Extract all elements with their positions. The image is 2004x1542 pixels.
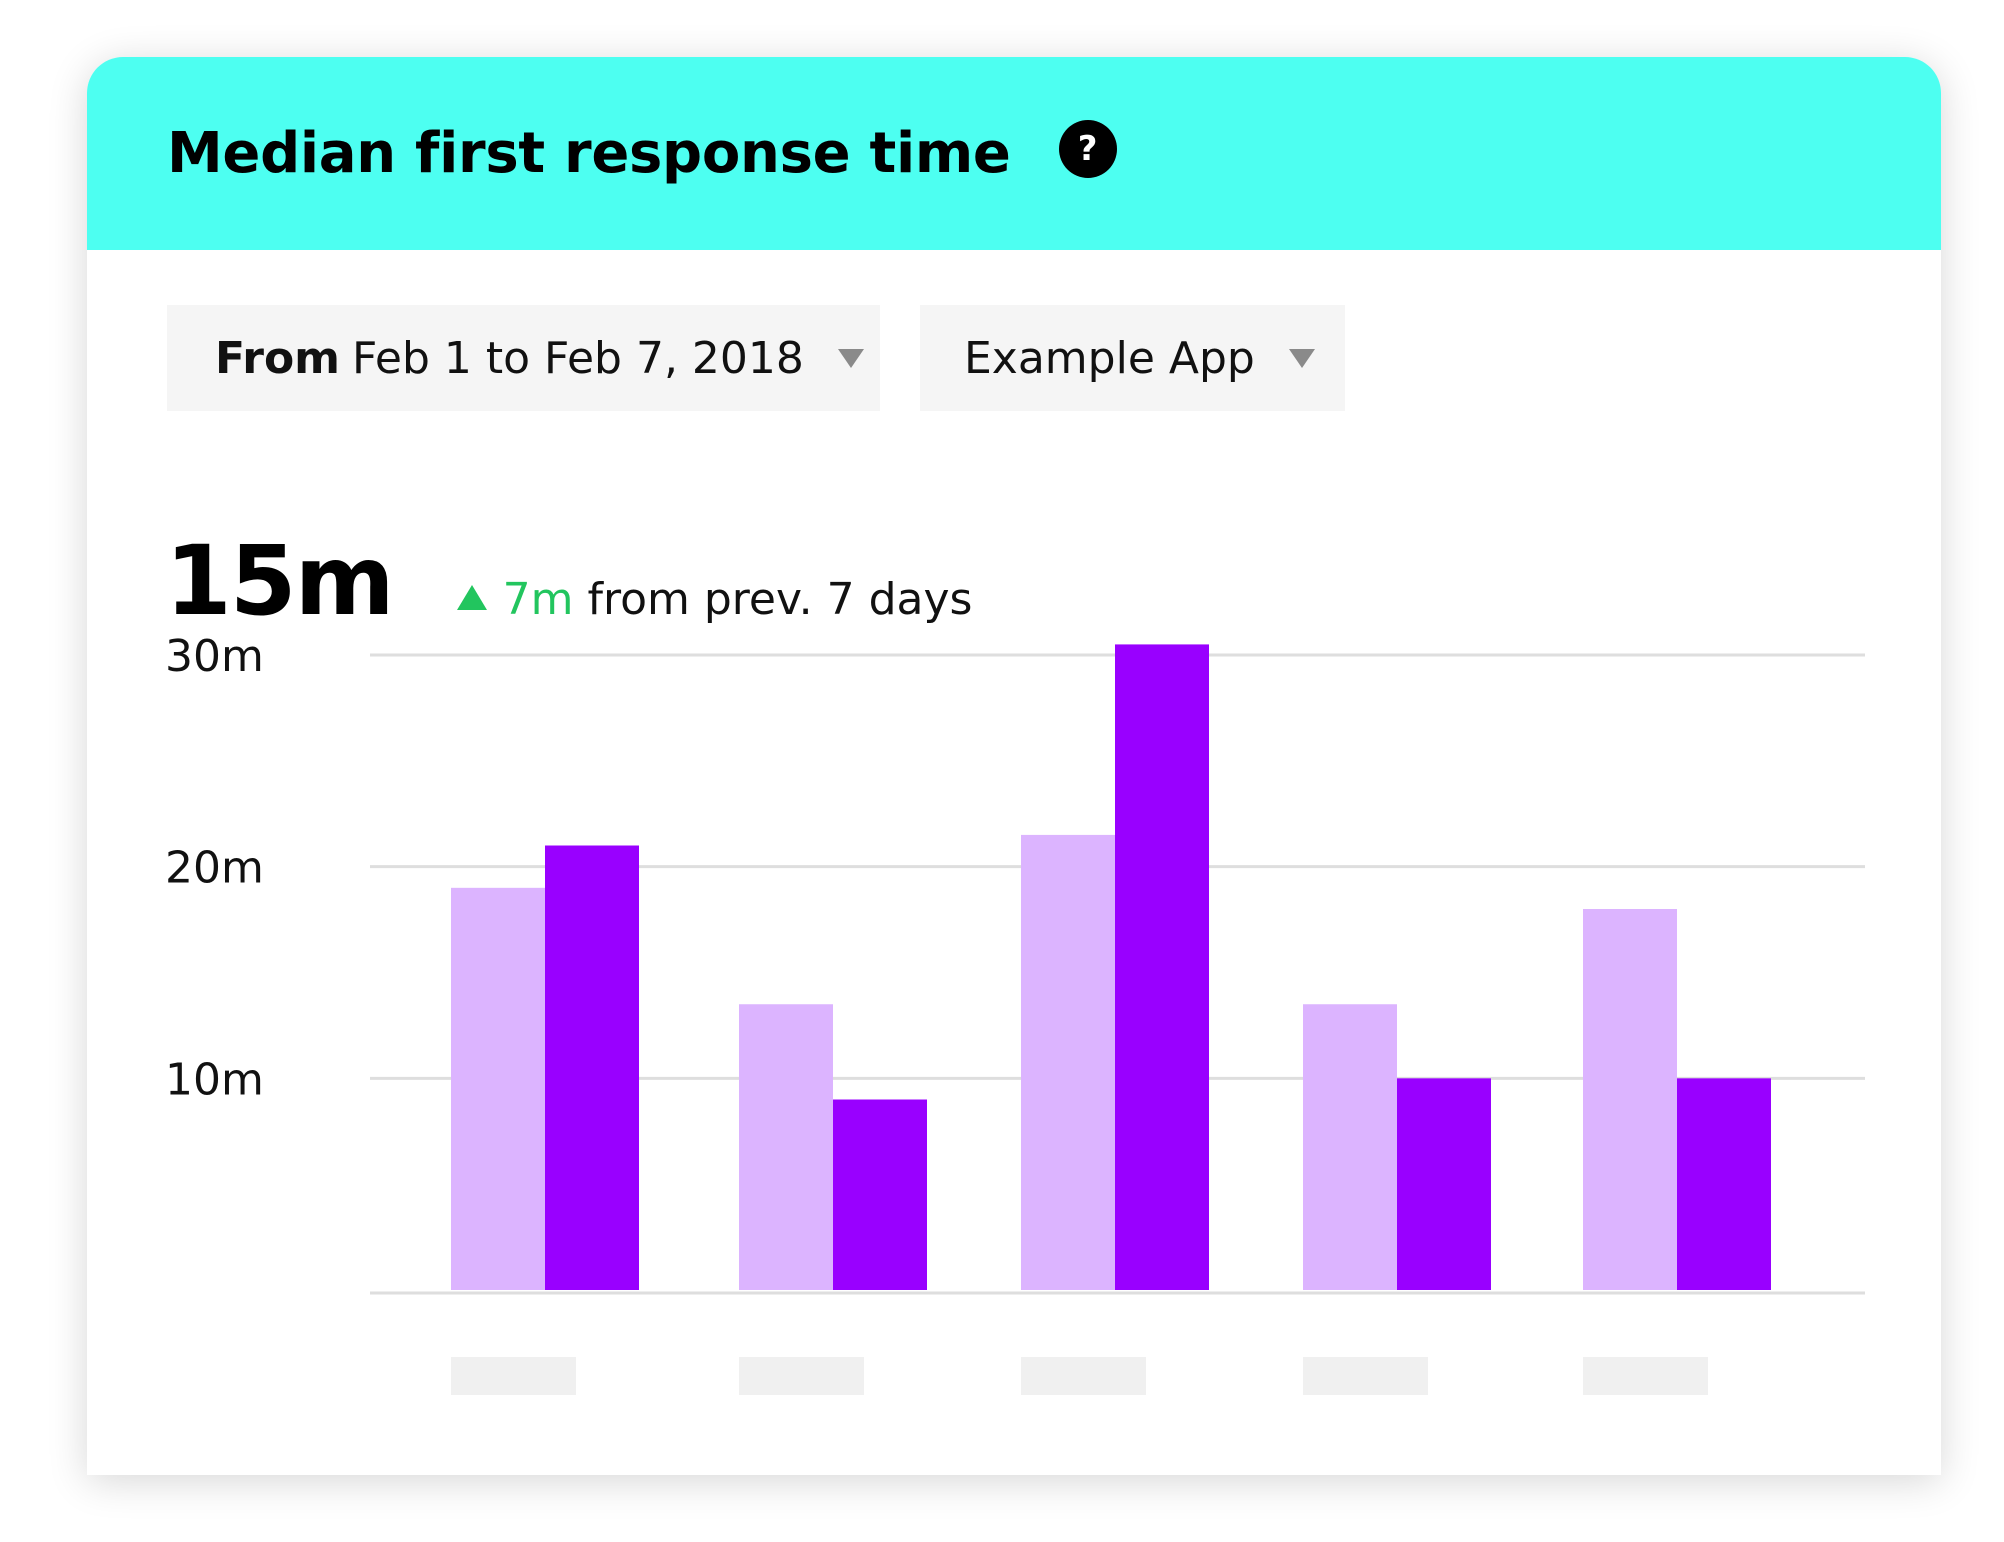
median-value: 15m <box>165 525 395 637</box>
app-dropdown[interactable]: Example App <box>920 305 1345 411</box>
bar <box>1397 1078 1491 1290</box>
card-title: Median first response time <box>167 121 1011 186</box>
filters: From Feb 1 to Feb 7, 2018 Example App <box>167 305 1345 411</box>
date-range-dropdown[interactable]: From Feb 1 to Feb 7, 2018 <box>167 305 880 411</box>
y-tick-label: 20m <box>165 843 264 894</box>
category-label-placeholder <box>1583 1357 1708 1395</box>
category-label-placeholder <box>451 1357 576 1395</box>
summary: 15m 7m from prev. 7 days <box>165 525 972 637</box>
bar <box>1677 1078 1771 1290</box>
date-range-value: Feb 1 to Feb 7, 2018 <box>352 332 804 384</box>
category-label-placeholder <box>739 1357 864 1395</box>
category-label-placeholder <box>1021 1357 1146 1395</box>
card-header: Median first response time ? <box>87 57 1941 250</box>
bar <box>545 845 639 1290</box>
delta: 7m from prev. 7 days <box>456 574 973 625</box>
bar <box>833 1099 927 1290</box>
up-arrow-icon <box>456 585 487 610</box>
caret-down-icon <box>837 348 864 368</box>
y-tick-label: 30m <box>165 631 264 682</box>
response-time-card: Median first response time ? From Feb 1 … <box>87 57 1941 1475</box>
delta-value: 7m <box>502 574 574 625</box>
date-prefix: From <box>215 332 341 384</box>
category-label-placeholder <box>1303 1357 1428 1395</box>
delta-text: from prev. 7 days <box>587 574 973 625</box>
help-icon[interactable]: ? <box>1058 119 1117 178</box>
app-value: Example App <box>964 332 1255 384</box>
bar <box>739 1004 833 1290</box>
bar <box>1303 1004 1397 1290</box>
bar <box>1115 644 1209 1290</box>
bar-chart: 10m 20m 30m <box>165 631 1865 1395</box>
caret-down-icon <box>1288 348 1315 368</box>
bar <box>1021 834 1115 1290</box>
bar <box>1583 909 1677 1290</box>
bar <box>451 887 545 1290</box>
y-tick-label: 10m <box>165 1054 264 1105</box>
